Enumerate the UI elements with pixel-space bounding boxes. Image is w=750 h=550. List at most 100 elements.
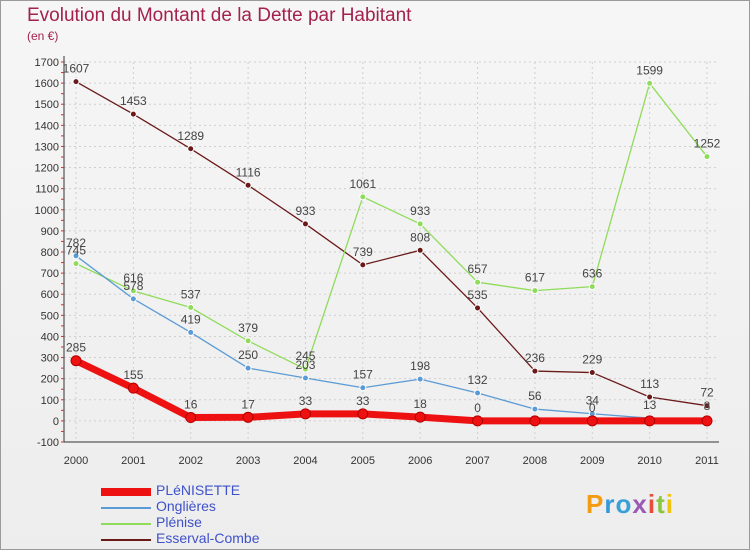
data-point <box>301 374 309 382</box>
data-label: 782 <box>66 236 86 250</box>
data-point <box>187 304 195 312</box>
data-label: 17 <box>241 397 255 411</box>
data-label: 155 <box>123 368 143 382</box>
y-tick-label: 1000 <box>35 205 59 217</box>
data-point <box>531 405 539 413</box>
data-point <box>646 79 654 87</box>
legend-item: Onglières <box>101 498 321 516</box>
data-label: 229 <box>582 353 602 367</box>
data-label: 198 <box>410 359 430 373</box>
y-tick-label: 500 <box>41 310 59 322</box>
data-point <box>187 328 195 336</box>
data-label: 578 <box>123 279 143 293</box>
legend-label: Onglières <box>156 498 216 514</box>
data-label: 34 <box>586 394 600 408</box>
legend-swatch <box>101 539 151 541</box>
brand-logo: Proxiti <box>586 489 674 520</box>
x-tick-label: 2008 <box>523 455 547 467</box>
data-point <box>588 283 596 291</box>
data-point <box>127 382 139 394</box>
data-point <box>529 415 541 427</box>
y-tick-label: 1100 <box>35 184 59 196</box>
legend-swatch <box>101 488 151 496</box>
data-label: 285 <box>66 341 86 355</box>
data-point <box>474 278 482 286</box>
data-point <box>359 384 367 392</box>
data-label: 1599 <box>636 63 663 77</box>
series-line <box>75 255 708 420</box>
data-point <box>129 110 137 118</box>
data-point <box>72 252 80 260</box>
y-tick-label: 1500 <box>35 99 59 111</box>
chart-title: Evolution du Montant de la Dette par Hab… <box>27 5 412 26</box>
y-tick-label: 100 <box>41 395 59 407</box>
data-point <box>244 364 252 372</box>
y-tick-label: 1700 <box>35 57 59 69</box>
data-label: 617 <box>525 271 545 285</box>
data-label: 250 <box>238 348 258 362</box>
y-tick-label: 800 <box>41 247 59 259</box>
data-label: 745 <box>66 244 86 258</box>
data-point <box>244 181 252 189</box>
data-point <box>701 415 713 427</box>
data-point <box>531 287 539 295</box>
brand-letter: i <box>647 489 657 519</box>
x-tick-label: 2007 <box>465 455 489 467</box>
y-tick-label: 1200 <box>35 163 59 175</box>
series-line <box>75 80 708 407</box>
series-line <box>72 357 711 425</box>
data-label: 535 <box>468 288 488 302</box>
data-label: 1607 <box>63 62 90 76</box>
data-label: 419 <box>181 312 201 326</box>
data-label: 616 <box>123 271 143 285</box>
y-tick-label: 900 <box>41 226 59 238</box>
data-label: 33 <box>299 394 313 408</box>
data-point <box>244 337 252 345</box>
brand-letter: x <box>632 489 648 519</box>
data-label: 13 <box>643 398 657 412</box>
y-tick-label: 1600 <box>35 78 59 90</box>
data-point <box>646 393 654 401</box>
data-point <box>301 365 309 373</box>
legend-item: Plénise <box>101 514 321 532</box>
chart-subtitle: (en €) <box>27 29 59 43</box>
data-point <box>185 412 197 424</box>
data-point <box>703 402 711 410</box>
data-point <box>357 408 369 420</box>
y-tick-label: 1300 <box>35 141 59 153</box>
data-label: 379 <box>238 321 258 335</box>
y-tick-label: 0 <box>53 416 59 428</box>
legend-label: Esserval-Combe <box>156 530 260 546</box>
data-label: 537 <box>181 288 201 302</box>
data-label: 8 <box>704 399 711 413</box>
data-point <box>414 411 426 423</box>
data-label: 236 <box>525 351 545 365</box>
data-point <box>416 375 424 383</box>
data-point <box>531 367 539 375</box>
data-point <box>474 304 482 312</box>
y-tick-label: 400 <box>41 331 59 343</box>
data-point <box>474 389 482 397</box>
data-point <box>242 411 254 423</box>
data-label: 933 <box>410 204 430 218</box>
x-tick-label: 2010 <box>637 455 661 467</box>
data-point <box>472 415 484 427</box>
data-point <box>416 220 424 228</box>
y-tick-label: 700 <box>41 268 59 280</box>
data-point <box>703 153 711 161</box>
y-tick-label: 300 <box>41 353 59 365</box>
data-label: 1289 <box>177 129 204 143</box>
data-label: 933 <box>295 204 315 218</box>
x-tick-label: 2011 <box>695 455 719 467</box>
data-point <box>416 246 424 254</box>
data-label: 1116 <box>236 165 261 179</box>
data-label: 18 <box>414 397 428 411</box>
x-tick-label: 2003 <box>236 455 260 467</box>
brand-letter: i <box>665 489 674 519</box>
data-label: 739 <box>353 245 373 259</box>
x-tick-label: 2002 <box>178 455 202 467</box>
legend-item: PLéNISETTE <box>101 482 321 500</box>
brand-letter: P <box>586 489 605 519</box>
